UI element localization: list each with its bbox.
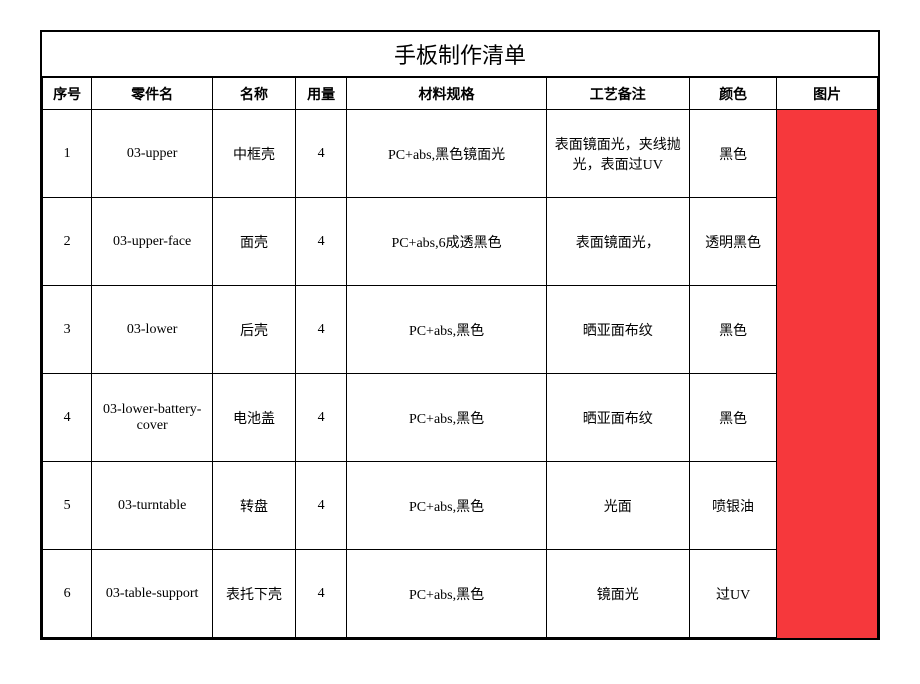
col-header-img: 图片 bbox=[777, 78, 878, 110]
col-header-part: 零件名 bbox=[92, 78, 213, 110]
table-row: 5 03-turntable 转盘 4 PC+abs,黑色 光面 喷银油 bbox=[43, 462, 878, 550]
cell-image bbox=[777, 462, 878, 550]
parts-table: 序号 零件名 名称 用量 材料规格 工艺备注 颜色 图片 1 03-upper … bbox=[42, 77, 878, 638]
cell-color: 黑色 bbox=[689, 374, 776, 462]
cell-seq: 1 bbox=[43, 110, 92, 198]
cell-note: 晒亚面布纹 bbox=[546, 374, 689, 462]
table-row: 3 03-lower 后壳 4 PC+abs,黑色 晒亚面布纹 黑色 bbox=[43, 286, 878, 374]
parts-table-container: 手板制作清单 序号 零件名 名称 用量 材料规格 工艺备注 颜色 图片 bbox=[40, 30, 880, 640]
col-header-seq: 序号 bbox=[43, 78, 92, 110]
col-header-note: 工艺备注 bbox=[546, 78, 689, 110]
cell-note: 晒亚面布纹 bbox=[546, 286, 689, 374]
cell-part: 03-lower bbox=[92, 286, 213, 374]
cell-color: 过UV bbox=[689, 550, 776, 638]
cell-image bbox=[777, 286, 878, 374]
cell-seq: 5 bbox=[43, 462, 92, 550]
cell-seq: 2 bbox=[43, 198, 92, 286]
cell-seq: 3 bbox=[43, 286, 92, 374]
cell-image bbox=[777, 550, 878, 638]
cell-qty: 4 bbox=[295, 286, 346, 374]
table-body: 1 03-upper 中框壳 4 PC+abs,黑色镜面光 表面镜面光，夹线抛光… bbox=[43, 110, 878, 638]
cell-spec: PC+abs,黑色 bbox=[347, 374, 546, 462]
cell-note: 表面镜面光，夹线抛光，表面过UV bbox=[546, 110, 689, 198]
cell-note: 表面镜面光， bbox=[546, 198, 689, 286]
col-header-name: 名称 bbox=[213, 78, 296, 110]
cell-part: 03-upper bbox=[92, 110, 213, 198]
cell-qty: 4 bbox=[295, 110, 346, 198]
cell-name: 面壳 bbox=[213, 198, 296, 286]
table-row: 6 03-table-support 表托下壳 4 PC+abs,黑色 镜面光 … bbox=[43, 550, 878, 638]
col-header-qty: 用量 bbox=[295, 78, 346, 110]
cell-part: 03-upper-face bbox=[92, 198, 213, 286]
cell-color: 黑色 bbox=[689, 286, 776, 374]
cell-name: 电池盖 bbox=[213, 374, 296, 462]
cell-seq: 4 bbox=[43, 374, 92, 462]
cell-qty: 4 bbox=[295, 198, 346, 286]
cell-qty: 4 bbox=[295, 374, 346, 462]
col-header-spec: 材料规格 bbox=[347, 78, 546, 110]
cell-spec: PC+abs,6成透黑色 bbox=[347, 198, 546, 286]
cell-spec: PC+abs,黑色 bbox=[347, 550, 546, 638]
col-header-color: 颜色 bbox=[689, 78, 776, 110]
cell-spec: PC+abs,黑色 bbox=[347, 462, 546, 550]
cell-qty: 4 bbox=[295, 550, 346, 638]
cell-color: 喷银油 bbox=[689, 462, 776, 550]
cell-spec: PC+abs,黑色镜面光 bbox=[347, 110, 546, 198]
cell-color: 黑色 bbox=[689, 110, 776, 198]
cell-part: 03-table-support bbox=[92, 550, 213, 638]
table-row: 1 03-upper 中框壳 4 PC+abs,黑色镜面光 表面镜面光，夹线抛光… bbox=[43, 110, 878, 198]
cell-name: 后壳 bbox=[213, 286, 296, 374]
cell-note: 光面 bbox=[546, 462, 689, 550]
cell-part: 03-lower-battery-cover bbox=[92, 374, 213, 462]
cell-name: 中框壳 bbox=[213, 110, 296, 198]
cell-image bbox=[777, 110, 878, 198]
table-row: 2 03-upper-face 面壳 4 PC+abs,6成透黑色 表面镜面光，… bbox=[43, 198, 878, 286]
cell-color: 透明黑色 bbox=[689, 198, 776, 286]
cell-seq: 6 bbox=[43, 550, 92, 638]
table-title: 手板制作清单 bbox=[42, 32, 878, 77]
cell-name: 转盘 bbox=[213, 462, 296, 550]
table-row: 4 03-lower-battery-cover 电池盖 4 PC+abs,黑色… bbox=[43, 374, 878, 462]
cell-image bbox=[777, 374, 878, 462]
cell-name: 表托下壳 bbox=[213, 550, 296, 638]
cell-note: 镜面光 bbox=[546, 550, 689, 638]
cell-spec: PC+abs,黑色 bbox=[347, 286, 546, 374]
cell-image bbox=[777, 198, 878, 286]
table-header-row: 序号 零件名 名称 用量 材料规格 工艺备注 颜色 图片 bbox=[43, 78, 878, 110]
cell-qty: 4 bbox=[295, 462, 346, 550]
cell-part: 03-turntable bbox=[92, 462, 213, 550]
